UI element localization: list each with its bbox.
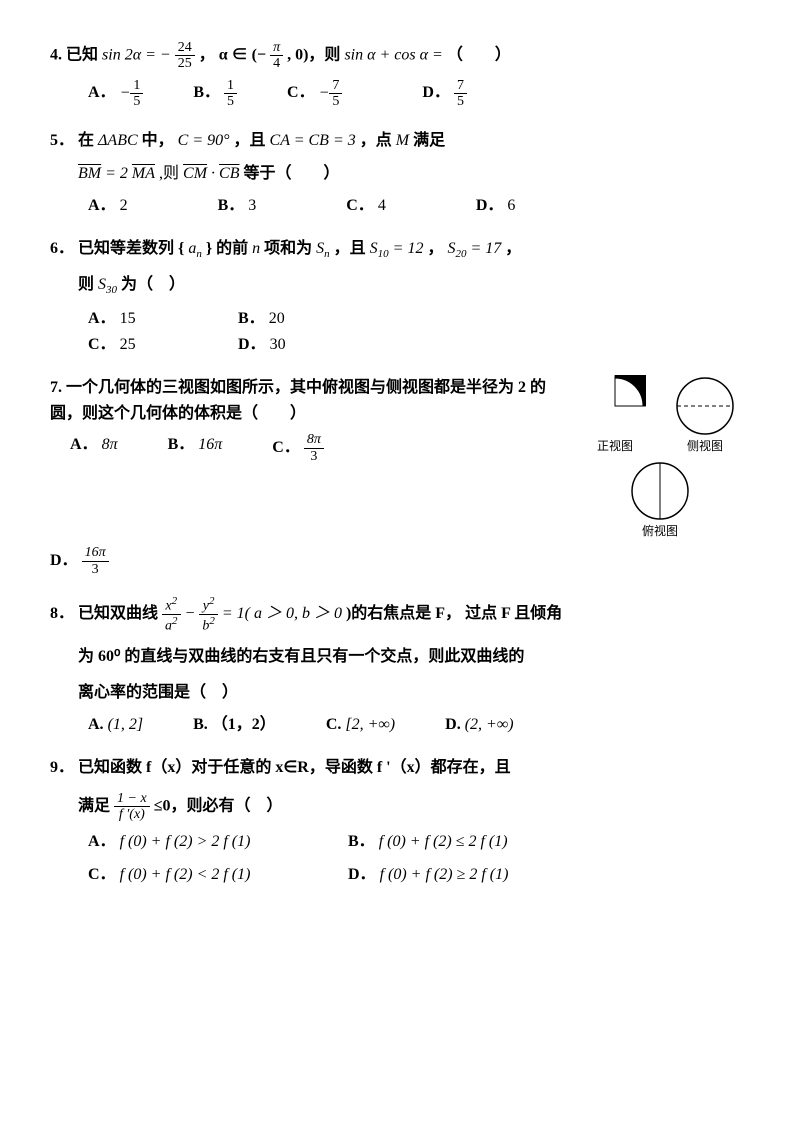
q6-opt-a[interactable]: A．15 [88, 306, 238, 332]
q5-m: M [396, 132, 409, 149]
q6-s6: ， [505, 240, 521, 257]
q5-cm: CM [183, 165, 207, 182]
q9-opt-c[interactable]: C．f (0) + f (2) < 2 f (1) [88, 862, 348, 888]
q8-number: 8． [50, 605, 74, 622]
q5-opt-d[interactable]: D．6 [476, 193, 516, 219]
q7-opt-d[interactable]: D．16π3 [50, 552, 109, 569]
q6-opt-b[interactable]: B．20 [238, 306, 388, 332]
q6-s4: ，且 [334, 240, 366, 257]
q5-s3: ，且 [234, 132, 266, 149]
q6-s1: 已知等差数列 { [78, 240, 184, 257]
q6-s30: S30 [98, 276, 117, 293]
q7-opt-c[interactable]: C．8π3 [272, 432, 324, 464]
q6-s2: } 的前 [206, 240, 248, 257]
q9-opt-d[interactable]: D．f (0) + f (2) ≥ 2 f (1) [348, 862, 608, 888]
q8-cond: a ＞ 0, b ＞ 0 [254, 605, 342, 622]
side-view-icon [674, 375, 736, 437]
question-4: 4. 已知 sin 2α = − 2425 ， α ∈ (− π4 , 0)，则… [50, 40, 750, 110]
q4-sign1: − [160, 47, 171, 64]
q7-diagram: 正视图 侧视图 俯视图 [570, 375, 750, 545]
q6-s3: 项和为 [264, 240, 312, 257]
question-7: 正视图 侧视图 俯视图 7. 一个几何体的三视图如图所示，其中俯视图与侧视图都是… [50, 375, 750, 577]
q6-number: 6． [50, 240, 74, 257]
front-view: 正视图 [584, 375, 646, 456]
q5-number: 5． [50, 132, 74, 149]
q9-number: 9． [50, 759, 74, 776]
q7-options-abc: A．8π B．16π C．8π3 [50, 432, 560, 464]
q4-opt-b[interactable]: B．15 [193, 78, 237, 110]
q6-sn: Sn [316, 240, 330, 257]
q5-c90: C = 90° [178, 132, 230, 149]
q6-s5: ， [427, 240, 443, 257]
q5-tri: ΔABC [98, 132, 138, 149]
q6-line2: 则 S30 为（ ） [50, 272, 750, 300]
question-8: 8． 已知双曲线 x2a2 − y2b2 = 1( a ＞ 0, b ＞ 0 )… [50, 595, 750, 737]
q8-line2: 为 60⁰ 的直线与双曲线的右支有且只有一个交点，则此双曲线的 [50, 644, 750, 670]
q5-cacb: CA = CB = 3 [270, 132, 356, 149]
q8-s1: 已知双曲线 [78, 605, 158, 622]
q4-frac1: 2425 [175, 40, 195, 72]
q6-opt-d[interactable]: D．30 [238, 332, 388, 358]
q5-cb: CB [219, 165, 239, 182]
q5-bm: BM [78, 165, 101, 182]
q7-stem: 一个几何体的三视图如图所示，其中俯视图与侧视图都是半径为 2 的圆，则这个几何体… [50, 379, 546, 422]
q5-opt-c[interactable]: C．4 [346, 193, 386, 219]
q7-opt-b[interactable]: B．16π [168, 432, 223, 464]
q8-opt-d[interactable]: D.(2, +∞) [445, 712, 513, 738]
question-6: 6． 已知等差数列 { an } 的前 n 项和为 Sn ，且 S10 = 12… [50, 236, 750, 357]
q6-s20: S20 = 17 [447, 240, 501, 257]
q6-opt-c[interactable]: C．25 [88, 332, 238, 358]
q8-opt-c[interactable]: C.[2, +∞) [326, 712, 395, 738]
q5-s1: 在 [78, 132, 94, 149]
question-9: 9． 已知函数 f（x）对于任意的 x∈R，导函数 f '（x）都存在，且 满足… [50, 755, 750, 888]
q6-options: A．15 B．20 C．25 D．30 [50, 306, 448, 357]
q5-line2: BM = 2 MA ,则 CM · CB 等于（ ） [50, 161, 750, 187]
q5-options: A．2 B．3 C．4 D．6 [50, 193, 750, 219]
q4-pre: 已知 [66, 47, 98, 64]
q4-frac2: π4 [270, 40, 283, 72]
q4-paren: （ ） [447, 47, 511, 64]
q7-text: 7. 一个几何体的三视图如图所示，其中俯视图与侧视图都是半径为 2 的圆，则这个… [50, 375, 560, 464]
q4-opt-c[interactable]: C．−75 [287, 78, 342, 110]
q5-s2: 中， [142, 132, 174, 149]
q9-frac: 1 − xf ′(x) [114, 791, 150, 823]
q5-ma: MA [132, 165, 155, 182]
q8-frac1: x2a2 [162, 595, 181, 634]
q4-sineq: sin 2α = [102, 47, 160, 64]
q9-opt-a[interactable]: A．f (0) + f (2) > 2 f (1) [88, 829, 348, 855]
top-view: 俯视图 [629, 460, 691, 541]
q9-line2: 满足 1 − xf ′(x) ≤0，则必有（ ） [50, 791, 750, 823]
front-view-icon [584, 375, 646, 437]
q7-number: 7. [50, 379, 62, 396]
q4-alphain: ， α ∈ (− [199, 47, 266, 64]
q9-opt-b[interactable]: B．f (0) + f (2) ≤ 2 f (1) [348, 829, 608, 855]
q8-line3: 离心率的范围是（ ） [50, 680, 750, 706]
q5-opt-b[interactable]: B．3 [218, 193, 257, 219]
q5-s5: 满足 [413, 132, 445, 149]
q9-s1: 已知函数 f（x）对于任意的 x∈R，导函数 f '（x）都存在，且 [78, 759, 511, 776]
q4-alphaend: , 0)，则 [287, 47, 340, 64]
q5-opt-a[interactable]: A．2 [88, 193, 128, 219]
question-5: 5． 在 ΔABC 中， C = 90° ，且 CA = CB = 3 ，点 M… [50, 128, 750, 219]
q6-an: an [188, 240, 202, 257]
q8-s2: )的右焦点是 F， 过点 F 且倾角 [346, 605, 562, 622]
q8-frac2: y2b2 [199, 595, 218, 634]
q4-opt-d[interactable]: D．75 [422, 78, 467, 110]
top-view-icon [629, 460, 691, 522]
q8-opt-a[interactable]: A.(1, 2] [88, 712, 143, 738]
q8-opt-b[interactable]: B.（1，2） [193, 712, 276, 738]
q4-number: 4. [50, 47, 62, 64]
side-view: 侧视图 [674, 375, 736, 456]
q6-n: n [252, 240, 260, 257]
q6-s10: S10 = 12 [370, 240, 424, 257]
q4-options: A．−15 B．15 C．−75 D．75 [50, 78, 750, 110]
q7-opt-d-row: D．16π3 [50, 545, 750, 577]
q4-expr: sin α + cos α = [344, 47, 442, 64]
q9-options: A．f (0) + f (2) > 2 f (1) B．f (0) + f (2… [50, 829, 750, 888]
q5-s4: ，点 [360, 132, 392, 149]
q7-opt-a[interactable]: A．8π [70, 432, 118, 464]
q4-opt-a[interactable]: A．−15 [88, 78, 143, 110]
q8-options: A.(1, 2] B.（1，2） C.[2, +∞) D.(2, +∞) [50, 712, 750, 738]
